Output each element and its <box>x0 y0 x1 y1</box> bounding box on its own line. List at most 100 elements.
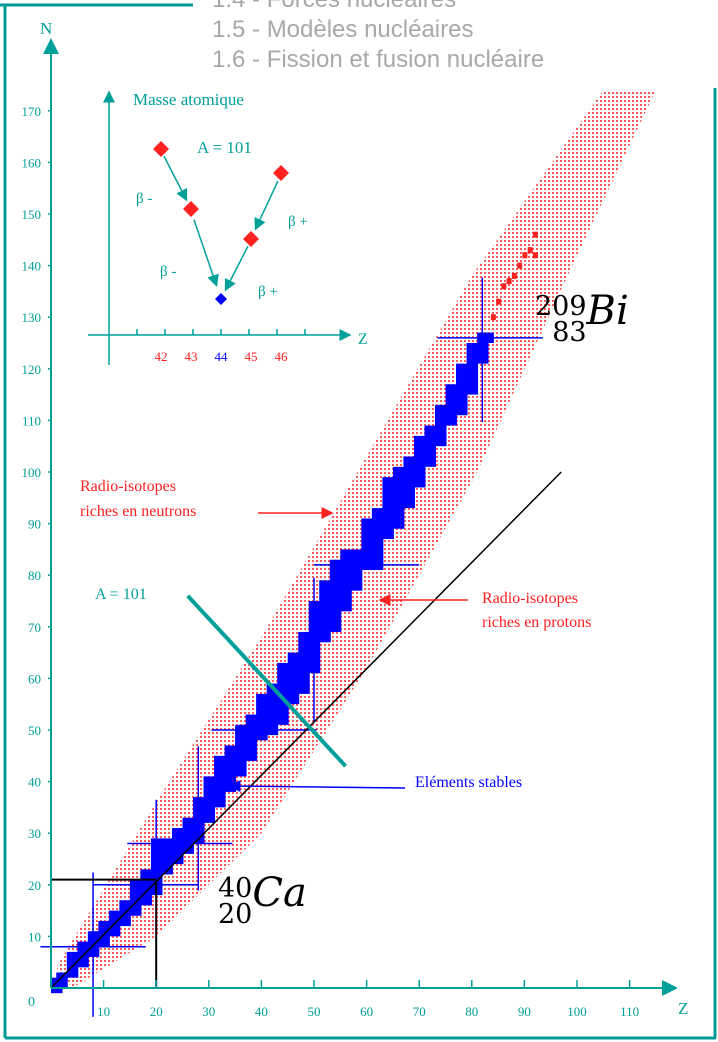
stable-isotope <box>161 838 173 875</box>
radio-known-isotope <box>522 252 528 259</box>
radio-known-isotope <box>490 314 496 321</box>
stable-isotope <box>319 580 331 643</box>
inset-z-label: 46 <box>275 349 289 364</box>
stable-isotope <box>203 776 216 823</box>
decay-label: β - <box>136 191 152 207</box>
y-tick-label: 40 <box>28 775 41 790</box>
x-tick-label: 90 <box>518 1004 531 1019</box>
x-axis-label: Z <box>678 999 688 1018</box>
decay-label: β - <box>160 264 176 280</box>
stable-isotope <box>214 755 226 808</box>
stable-isotope <box>424 425 436 467</box>
header-item-modeles[interactable]: 1.5 - Modèles nucléaires <box>212 16 474 43</box>
decay-arrow <box>163 155 188 202</box>
stable-isotope <box>456 363 468 416</box>
inset-x-label: Z <box>358 331 368 348</box>
stable-isotope <box>182 817 195 854</box>
y-tick-label: 100 <box>22 465 42 480</box>
annotation-neutron-rich-2: riches en neutrons <box>80 503 196 520</box>
isobar-a101-line <box>186 594 348 768</box>
annotation-proton-rich-2: riches en protons <box>482 614 591 631</box>
y-tick-label: 60 <box>28 671 41 686</box>
annotation-isobar: A = 101 <box>95 586 147 603</box>
ca-symbol: Ca <box>252 870 307 916</box>
stable-isotope <box>466 343 479 395</box>
isotope-label-ca: 40 20Ca <box>218 870 307 928</box>
origin-label: 0 <box>28 995 35 1010</box>
x-tick-label: 10 <box>97 1004 110 1019</box>
ca-mass-number: 40 <box>218 872 253 904</box>
y-tick-label: 30 <box>28 826 41 841</box>
arrow-stable <box>228 780 406 793</box>
stable-isotope <box>56 972 68 988</box>
ca-atomic-number: 20 <box>218 898 253 930</box>
decay-arrow <box>224 245 249 292</box>
stable-isotope <box>277 662 289 725</box>
decay-label: β + <box>288 214 308 230</box>
x-tick-label: 110 <box>620 1004 639 1019</box>
stable-isotope <box>340 549 352 612</box>
inset-title: A = 101 <box>197 138 252 157</box>
x-tick-label: 60 <box>360 1004 373 1019</box>
y-tick-label: 90 <box>28 517 41 532</box>
isotope-label-bi: 209 83Bi <box>535 288 629 346</box>
y-tick-label: 110 <box>22 413 41 428</box>
stable-isotope <box>382 477 394 540</box>
y-axis-label: N <box>40 19 52 38</box>
radio-known-isotope <box>532 231 538 238</box>
x-tick-label: 30 <box>202 1004 215 1019</box>
x-tick-label: 70 <box>413 1004 426 1019</box>
y-tick-label: 120 <box>22 362 42 377</box>
header-item-fission[interactable]: 1.6 - Fission et fusion nucléaire <box>212 46 545 73</box>
inset-point <box>243 231 259 247</box>
inset-point <box>153 141 169 157</box>
annotation-proton-rich-1: Radio-isotopes <box>482 590 578 607</box>
stable-isotope <box>77 941 89 968</box>
stable-isotope <box>171 828 184 865</box>
decay-arrow <box>254 180 279 231</box>
annotation-neutron-rich-1: Radio-isotopes <box>80 478 176 495</box>
inset-point <box>215 293 227 305</box>
inset-z-label: 44 <box>215 349 229 364</box>
y-tick-label: 50 <box>28 723 41 738</box>
stable-isotope <box>445 384 458 426</box>
inset-z-label: 42 <box>155 349 168 364</box>
inset-z-label: 45 <box>245 349 258 364</box>
stable-isotope <box>266 683 279 736</box>
stable-isotope <box>245 714 258 761</box>
stable-isotope <box>329 559 342 632</box>
radio-known-isotope <box>506 278 512 285</box>
bi-symbol: Bi <box>586 288 629 334</box>
n-equals-z-line <box>50 471 562 989</box>
decay-label: β + <box>258 284 278 300</box>
y-tick-label: 170 <box>22 104 42 119</box>
radio-known-isotope <box>517 262 523 269</box>
stable-isotope <box>403 456 415 509</box>
stable-isotope <box>392 466 405 529</box>
inset-y-label: Masse atomique <box>133 90 244 109</box>
stable-isotope <box>361 518 373 571</box>
x-tick-label: 80 <box>465 1004 478 1019</box>
x-tick-label: 20 <box>150 1004 163 1019</box>
y-tick-label: 10 <box>28 929 41 944</box>
y-tick-label: 20 <box>28 878 41 893</box>
y-tick-label: 80 <box>28 568 41 583</box>
inset-point <box>183 201 199 217</box>
x-tick-label: 40 <box>255 1004 268 1019</box>
stable-isotope <box>371 508 384 571</box>
y-tick-label: 160 <box>22 155 42 170</box>
stable-isotope <box>140 869 152 906</box>
radio-known-isotope <box>527 247 533 254</box>
y-tick-label: 150 <box>22 207 42 222</box>
y-tick-label: 140 <box>22 259 42 274</box>
y-tick-label: 130 <box>22 310 42 325</box>
stable-isotope <box>350 549 363 591</box>
bi-mass-number: 209 <box>535 290 587 322</box>
header-item-forces[interactable]: 1.4 - Forces nucléaires <box>212 0 456 14</box>
stable-isotope <box>434 404 447 447</box>
radio-isotope-band <box>56 90 656 988</box>
stable-isotope <box>256 693 268 741</box>
bi-atomic-number: 83 <box>552 316 587 348</box>
y-tick-label: 70 <box>28 620 41 635</box>
